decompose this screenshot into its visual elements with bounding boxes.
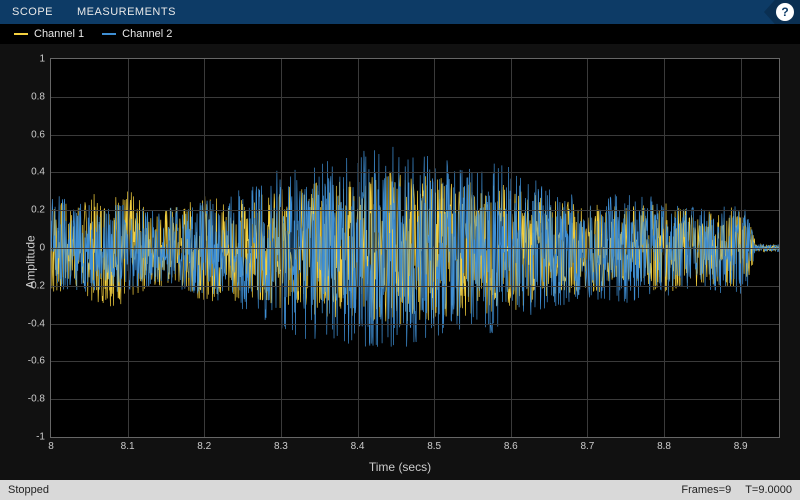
gridline	[358, 59, 359, 437]
y-tick-label: -0.2	[28, 280, 51, 291]
y-tick-label: 0.6	[31, 129, 51, 140]
legend-swatch-icon	[102, 33, 116, 35]
legend-label: Channel 2	[122, 28, 172, 40]
gridline	[128, 59, 129, 437]
gridline	[51, 210, 779, 211]
gridline	[741, 59, 742, 437]
y-tick-label: -0.8	[28, 394, 51, 405]
gridline	[587, 59, 588, 437]
x-tick-label: 8.9	[734, 437, 748, 452]
status-time: T=9.0000	[745, 484, 792, 496]
x-tick-label: 8.6	[504, 437, 518, 452]
x-tick-label: 8.7	[580, 437, 594, 452]
scope-menu[interactable]: SCOPE	[12, 6, 53, 18]
gridline	[281, 59, 282, 437]
x-tick-label: 8.4	[351, 437, 365, 452]
gridline	[204, 59, 205, 437]
help-button[interactable]: ?	[776, 3, 794, 21]
status-bar: Stopped Frames=9 T=9.0000	[0, 480, 800, 500]
y-tick-label: -0.4	[28, 318, 51, 329]
legend-item[interactable]: Channel 1	[14, 28, 84, 40]
legend-label: Channel 1	[34, 28, 84, 40]
x-tick-label: 8.8	[657, 437, 671, 452]
gridline	[51, 135, 779, 136]
gridline	[511, 59, 512, 437]
x-tick-label: 8.3	[274, 437, 288, 452]
gridline	[51, 286, 779, 287]
gridline	[51, 399, 779, 400]
y-tick-label: 1	[39, 54, 51, 65]
x-tick-label: 8.2	[197, 437, 211, 452]
gridline	[51, 361, 779, 362]
x-tick-label: 8	[48, 437, 54, 452]
y-tick-label: 0.4	[31, 167, 51, 178]
gridline	[51, 97, 779, 98]
legend-item[interactable]: Channel 2	[102, 28, 172, 40]
y-tick-label: 0.2	[31, 205, 51, 216]
status-frames: Frames=9	[681, 484, 731, 496]
gridline	[664, 59, 665, 437]
x-axis-label: Time (secs)	[369, 460, 431, 474]
measurements-menu[interactable]: MEASUREMENTS	[77, 6, 176, 18]
status-state: Stopped	[8, 484, 49, 496]
x-tick-label: 8.5	[427, 437, 441, 452]
plot-canvas[interactable]: -1-0.8-0.6-0.4-0.200.20.40.60.8188.18.28…	[50, 58, 780, 438]
legend: Channel 1 Channel 2	[0, 24, 800, 44]
plot-area: Amplitude Time (secs) -1-0.8-0.6-0.4-0.2…	[0, 44, 800, 480]
y-tick-label: 0	[39, 243, 51, 254]
x-tick-label: 8.1	[121, 437, 135, 452]
gridline	[434, 59, 435, 437]
toolbar: SCOPE MEASUREMENTS ?	[0, 0, 800, 24]
y-tick-label: -0.6	[28, 356, 51, 367]
y-tick-label: 0.8	[31, 91, 51, 102]
legend-swatch-icon	[14, 33, 28, 35]
gridline	[51, 248, 779, 249]
gridline	[51, 172, 779, 173]
gridline	[51, 324, 779, 325]
